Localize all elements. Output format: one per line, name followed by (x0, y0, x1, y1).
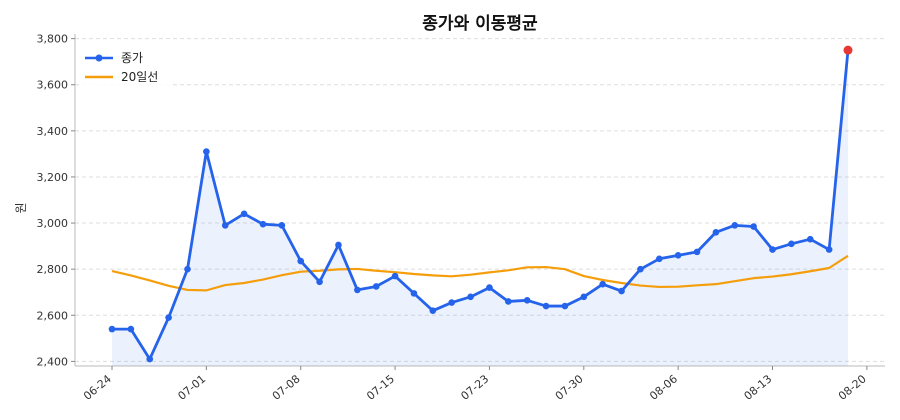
close-point (750, 223, 757, 230)
close-point (599, 280, 606, 288)
x-tick-label: 07-23 (459, 372, 492, 403)
x-tick-label: 07-30 (553, 372, 586, 403)
x-tick-label: 07-01 (175, 372, 208, 403)
close-point (542, 302, 550, 310)
close-point (335, 241, 342, 249)
legend-marker-close (95, 54, 103, 62)
legend-label-ma20: 20일선 (121, 70, 158, 84)
grid (75, 38, 885, 362)
close-point (825, 246, 833, 253)
close-point (505, 298, 512, 305)
close-point (108, 325, 116, 333)
close-point (637, 265, 644, 273)
legend: 종가 20일선 (80, 46, 170, 90)
series-line-close (112, 50, 850, 361)
close-point (467, 293, 474, 301)
y-tick-label: 2,600 (37, 309, 69, 322)
close-point (674, 252, 682, 259)
close-point (693, 248, 701, 256)
close-point (580, 293, 588, 301)
close-point (316, 278, 323, 286)
close-point (712, 228, 720, 236)
close-point (486, 284, 493, 291)
y-tick-label: 2,800 (37, 263, 69, 276)
close-point (127, 325, 135, 333)
close-point (410, 290, 418, 297)
close-point (146, 355, 154, 363)
y-tick-label: 3,400 (37, 125, 69, 138)
y-axis: 2,400 2,600 2,800 3,000 3,200 3,400 3,600 3,800 (37, 33, 75, 368)
close-point (221, 222, 229, 229)
y-tick-label: 3,600 (37, 79, 69, 92)
close-point (278, 222, 286, 229)
y-tick-label: 2,400 (37, 355, 69, 368)
close-point (259, 220, 267, 228)
y-tick-label: 3,000 (37, 217, 69, 230)
chart-title: 종가와 이동평균 (422, 14, 538, 34)
x-tick-label: 08-06 (647, 372, 680, 403)
close-point (391, 272, 399, 280)
close-point (806, 235, 814, 243)
close-point (448, 299, 455, 306)
close-point (561, 302, 569, 310)
close-point (240, 210, 248, 218)
close-area (112, 50, 848, 367)
x-tick-label: 06-24 (81, 372, 114, 403)
x-axis: 06-24 07-01 07-08 07-15 07-23 07-30 08-06 08-13… (81, 366, 869, 403)
y-tick-label: 3,800 (37, 33, 69, 46)
close-point (655, 255, 663, 263)
close-point (203, 148, 210, 155)
series-lines (111, 50, 850, 361)
close-point (788, 240, 795, 248)
x-tick-label: 07-08 (270, 372, 303, 403)
axes (74, 34, 885, 367)
close-point (297, 257, 305, 265)
x-tick-label: 07-15 (364, 372, 397, 403)
close-point (731, 222, 739, 229)
close-point (165, 314, 172, 321)
series-line-ma20 (111, 254, 849, 292)
x-tick-label: 08-20 (836, 372, 869, 403)
close-point (429, 307, 437, 314)
close-point (372, 283, 380, 290)
close-point (523, 296, 531, 304)
close-point (354, 286, 361, 294)
series-points (108, 45, 853, 363)
x-tick-label: 08-13 (742, 372, 775, 403)
close-last-point (843, 45, 853, 55)
y-axis-label: 원 (14, 202, 28, 213)
y-tick-label: 3,200 (37, 171, 69, 184)
close-area-fill (112, 50, 848, 367)
legend-label-close: 종가 (121, 51, 143, 65)
close-point (184, 265, 191, 273)
close-point (769, 246, 776, 253)
close-point (618, 287, 625, 295)
